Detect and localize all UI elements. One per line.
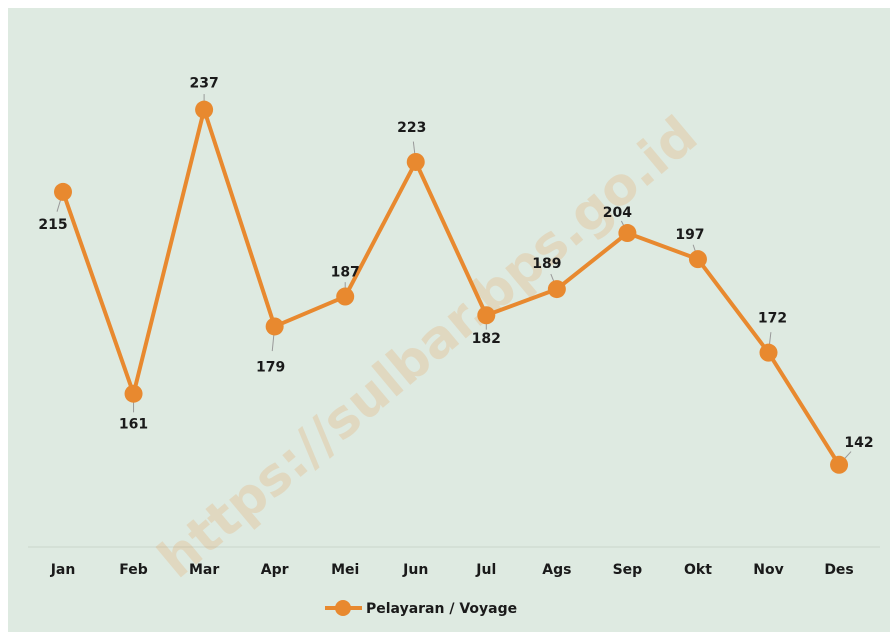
marker (406, 152, 425, 171)
data-label: 197 (675, 227, 704, 243)
marker (547, 280, 566, 299)
marker (688, 250, 707, 269)
marker (54, 182, 72, 201)
x-tick-label: Mei (331, 562, 359, 578)
marker (195, 100, 214, 119)
x-tick-label: Jan (50, 562, 76, 578)
x-tick-label: Jul (475, 562, 496, 578)
marker (618, 224, 637, 243)
legend-marker (335, 600, 351, 616)
data-label: 237 (189, 76, 218, 92)
x-tick-label: Sep (613, 562, 643, 578)
x-tick-label: Apr (261, 562, 289, 578)
x-tick-label: Jun (402, 562, 428, 578)
data-label: 223 (397, 120, 426, 136)
data-label: 187 (331, 265, 360, 281)
marker (124, 384, 143, 403)
marker (336, 287, 355, 306)
x-tick-label: Ags (542, 562, 571, 578)
marker (830, 455, 849, 474)
data-label: 172 (758, 311, 787, 327)
data-label: 182 (472, 331, 501, 347)
legend-label: Pelayaran / Voyage (366, 601, 517, 617)
data-label: 204 (603, 205, 632, 221)
marker (759, 343, 778, 362)
line (61, 107, 841, 466)
data-label: 161 (119, 417, 148, 433)
x-tick-label: Nov (753, 562, 783, 578)
x-tick-label: Mar (189, 562, 219, 578)
marker (477, 306, 496, 325)
data-label: 215 (38, 217, 67, 233)
x-tick-label: Des (824, 562, 853, 578)
data-label: 179 (256, 359, 285, 375)
data-label: 142 (844, 435, 873, 451)
x-tick-label: Feb (119, 562, 148, 578)
data-label: 189 (532, 256, 561, 272)
marker (265, 317, 284, 336)
x-tick-label: Okt (684, 562, 712, 578)
